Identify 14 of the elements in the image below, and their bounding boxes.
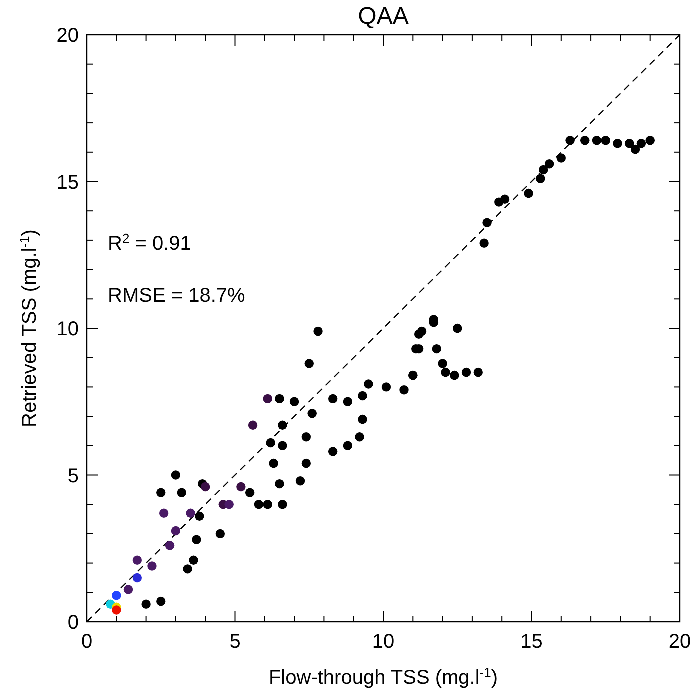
x-tick-label: 15	[520, 631, 543, 653]
chart-title: QAA	[358, 3, 409, 30]
y-tick-label: 0	[68, 612, 79, 634]
y-tick-label: 5	[68, 465, 79, 488]
x-tick-label: 10	[372, 631, 395, 653]
x-tick-label: 5	[230, 631, 241, 653]
y-tick-label: 20	[56, 25, 79, 47]
y-tick-label: 15	[56, 172, 79, 194]
annotation: RMSE = 18.7%	[108, 285, 246, 307]
y-tick-label: 10	[56, 318, 79, 340]
annotation: R$^{2}$ = 0.91	[108, 230, 192, 255]
x-tick-label: 20	[668, 631, 691, 653]
x-tick-label: 0	[81, 631, 93, 653]
x-axis-title: Flow-through TSS (mg.l$^{-1}$)	[268, 664, 498, 689]
